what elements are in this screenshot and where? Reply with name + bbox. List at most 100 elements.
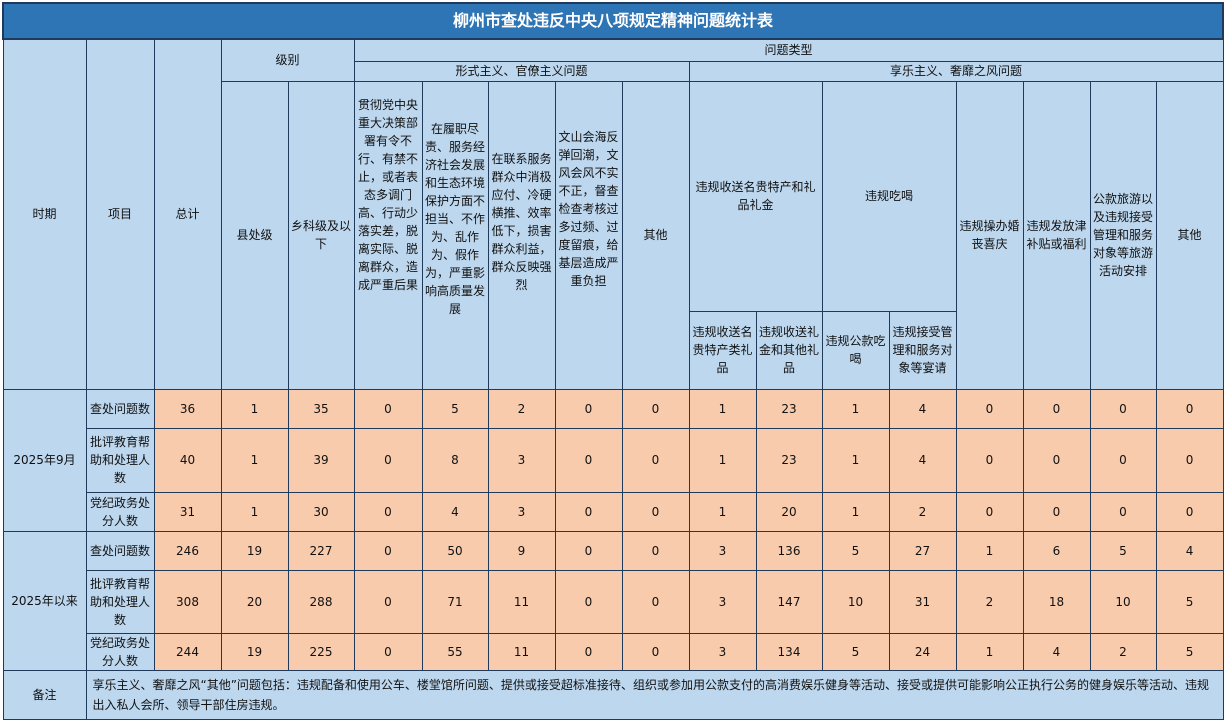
- value-cell: 0: [554, 530, 623, 571]
- value-cell: 31: [888, 569, 957, 634]
- header-formalism-1: 贯彻党中央重大决策部署有令不行、有禁不止，或者表态多调门高、行动少落实差，脱离实…: [353, 80, 423, 390]
- header-travel: 公款旅游以及违规接受管理和服务对象等旅游活动安排: [1089, 80, 1157, 390]
- value-cell: 2: [487, 388, 556, 429]
- value-cell: 3: [487, 427, 556, 493]
- value-cell: 0: [1022, 427, 1091, 493]
- header-eat-public: 违规公款吃喝: [821, 310, 890, 390]
- header-formalism: 形式主义、官僚主义问题: [353, 60, 690, 82]
- value-cell: 0: [621, 632, 690, 671]
- value-cell: 0: [1089, 388, 1157, 429]
- value-cell: 1: [688, 388, 757, 429]
- value-cell: 244: [153, 632, 222, 671]
- header-period: 时期: [2, 38, 87, 390]
- value-cell: 0: [1022, 388, 1091, 429]
- value-cell: 0: [1155, 491, 1224, 532]
- item-cell: 查处问题数: [85, 530, 155, 571]
- value-cell: 134: [755, 632, 823, 671]
- value-cell: 30: [287, 491, 355, 532]
- header-formalism-4: 文山会海反弹回潮，文风会风不实不正，督查检查考核过多过频、过度留痕，给基层造成严…: [554, 80, 623, 390]
- header-level: 级别: [220, 38, 355, 82]
- value-cell: 1: [220, 491, 289, 532]
- value-cell: 0: [1155, 388, 1224, 429]
- header-hedonism-other: 其他: [1155, 80, 1224, 390]
- value-cell: 1: [821, 491, 890, 532]
- value-cell: 4: [421, 491, 489, 532]
- value-cell: 5: [1155, 569, 1224, 634]
- value-cell: 4: [888, 427, 957, 493]
- value-cell: 31: [153, 491, 222, 532]
- value-cell: 19: [220, 530, 289, 571]
- value-cell: 5: [421, 388, 489, 429]
- header-allowance: 违规发放津补贴或福利: [1022, 80, 1091, 390]
- value-cell: 0: [1089, 491, 1157, 532]
- value-cell: 1: [220, 427, 289, 493]
- remark-text: 享乐主义、奢靡之风“其他”问题包括：违规配备和使用公车、楼堂馆所问题、提供或接受…: [85, 669, 1224, 720]
- value-cell: 8: [421, 427, 489, 493]
- value-cell: 0: [353, 491, 423, 532]
- value-cell: 10: [1089, 569, 1157, 634]
- value-cell: 1: [220, 388, 289, 429]
- value-cell: 0: [1089, 427, 1157, 493]
- header-township: 乡科级及以下: [287, 80, 355, 390]
- value-cell: 11: [487, 632, 556, 671]
- header-eat: 违规吃喝: [821, 80, 957, 312]
- header-formalism-3: 在联系服务群众中消极应付、冷硬横推、效率低下，损害群众利益，群众反映强烈: [487, 80, 556, 390]
- header-hedonism: 享乐主义、奢靡之风问题: [688, 60, 1224, 82]
- value-cell: 0: [621, 388, 690, 429]
- item-cell: 查处问题数: [85, 388, 155, 429]
- value-cell: 3: [487, 491, 556, 532]
- value-cell: 9: [487, 530, 556, 571]
- value-cell: 18: [1022, 569, 1091, 634]
- value-cell: 0: [353, 530, 423, 571]
- value-cell: 10: [821, 569, 890, 634]
- table-row: 批评教育帮助和处理人数 40 1 39 0 8 3 0 0 1 23 1 4 0 0 0 0: [3, 427, 1224, 493]
- value-cell: 1: [821, 388, 890, 429]
- value-cell: 35: [287, 388, 355, 429]
- value-cell: 136: [755, 530, 823, 571]
- header-formalism-other: 其他: [621, 80, 690, 390]
- value-cell: 308: [153, 569, 222, 634]
- value-cell: 4: [888, 388, 957, 429]
- value-cell: 55: [421, 632, 489, 671]
- value-cell: 5: [1089, 530, 1157, 571]
- table-title: 柳州市查处违反中央八项规定精神问题统计表: [1, 2, 1225, 40]
- value-cell: 39: [287, 427, 355, 493]
- header-formalism-2: 在履职尽责、服务经济社会发展和生态环境保护方面不担当、不作为、乱作为、假作为，严…: [421, 80, 489, 390]
- value-cell: 5: [821, 632, 890, 671]
- table-row: 批评教育帮助和处理人数 308 20 288 0 71 11 0 0 3 147 10 31 2 18 10 5: [3, 569, 1224, 634]
- remark-label: 备注: [2, 669, 87, 720]
- header-item: 项目: [85, 38, 155, 390]
- value-cell: 3: [688, 632, 757, 671]
- value-cell: 5: [821, 530, 890, 571]
- value-cell: 0: [554, 388, 623, 429]
- item-cell: 党纪政务处分人数: [85, 491, 155, 532]
- value-cell: 227: [287, 530, 355, 571]
- table-row: 2025年9月 查处问题数 36 1 35 0 5 2 0 0 1 23 1 4 0 0 0 0: [2, 388, 1224, 532]
- value-cell: 1: [688, 427, 757, 493]
- value-cell: 246: [153, 530, 222, 571]
- value-cell: 20: [755, 491, 823, 532]
- value-cell: 0: [554, 632, 623, 671]
- value-cell: 0: [554, 427, 623, 493]
- value-cell: 1: [688, 491, 757, 532]
- value-cell: 6: [1022, 530, 1091, 571]
- value-cell: 23: [755, 427, 823, 493]
- value-cell: 0: [955, 388, 1024, 429]
- value-cell: 3: [688, 569, 757, 634]
- value-cell: 0: [353, 427, 423, 493]
- period-cell: 2025年9月: [2, 388, 87, 532]
- value-cell: 3: [688, 530, 757, 571]
- header-gift-money: 违规收送礼金和其他礼品: [755, 310, 823, 390]
- value-cell: 20: [220, 569, 289, 634]
- value-cell: 147: [755, 569, 823, 634]
- value-cell: 50: [421, 530, 489, 571]
- value-cell: 1: [821, 427, 890, 493]
- period-cell: 2025年以来: [2, 530, 87, 671]
- header-county: 县处级: [220, 80, 289, 390]
- value-cell: 0: [554, 569, 623, 634]
- value-cell: 5: [1155, 632, 1224, 671]
- item-cell: 批评教育帮助和处理人数: [85, 427, 155, 493]
- value-cell: 0: [1022, 491, 1091, 532]
- value-cell: 2: [955, 569, 1024, 634]
